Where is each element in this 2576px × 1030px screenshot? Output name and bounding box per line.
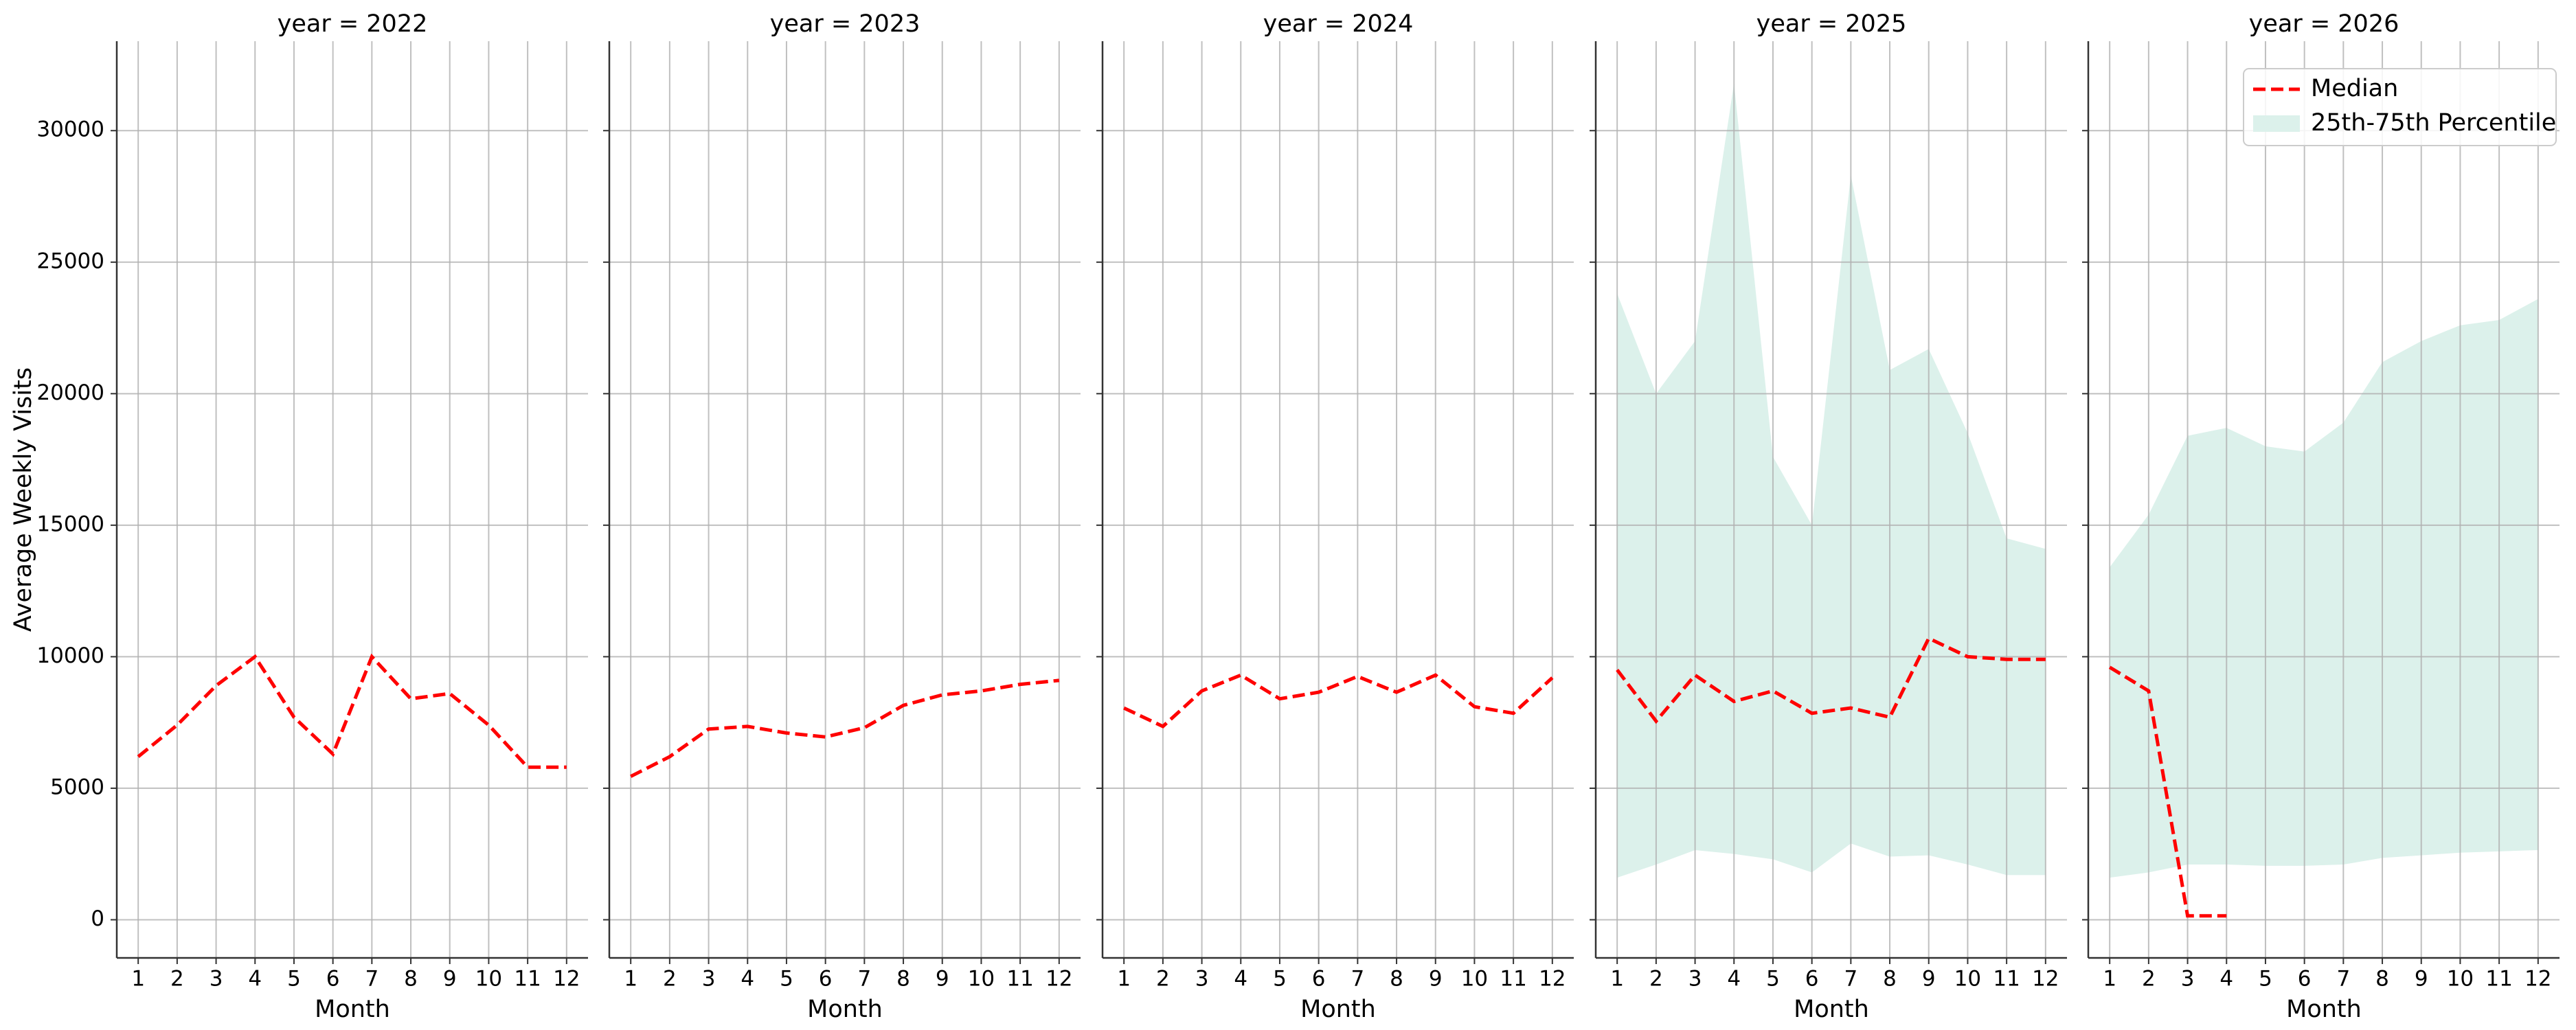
legend-label: Median: [2311, 75, 2398, 102]
y-tick-label: 15000: [36, 512, 104, 536]
median-line: [1123, 673, 1554, 729]
x-tick-label: 2: [663, 967, 677, 992]
x-tick-label: 1: [624, 967, 637, 992]
x-tick-label: 10: [475, 967, 502, 992]
facet-title: year = 2025: [1756, 10, 1907, 38]
x-tick-label: 3: [1195, 967, 1209, 992]
x-tick-label: 12: [553, 967, 580, 992]
x-tick-label: 5: [1273, 967, 1287, 992]
facet: year = 2022 0 5000 10000 15000 20000 25000 3000…: [10, 10, 588, 1023]
x-tick-label: 3: [210, 967, 223, 992]
x-tick-label: 4: [248, 967, 262, 992]
x-tick-label: 9: [1922, 967, 1936, 992]
x-tick-label: 10: [1954, 967, 1981, 992]
x-tick-label: 8: [1390, 967, 1403, 992]
legend: Median 25th-75th Percentile: [2243, 68, 2557, 146]
x-tick-label: 1: [1610, 967, 1624, 992]
x-tick-label: 5: [780, 967, 793, 992]
x-tick-label: 2: [170, 967, 184, 992]
x-tick-label: 4: [741, 967, 754, 992]
x-tick-label: 12: [1539, 967, 1566, 992]
legend-box: [2243, 68, 2557, 146]
y-tick-label: 10000: [36, 643, 104, 668]
x-tick-label: 7: [1351, 967, 1364, 992]
legend-swatch: [2253, 115, 2300, 132]
x-tick-label: 5: [287, 967, 301, 992]
x-tick-label: 7: [2336, 967, 2350, 992]
y-tick-label: 25000: [36, 249, 104, 273]
x-axis-label: Month: [315, 996, 390, 1023]
x-tick-label: 10: [968, 967, 995, 992]
x-tick-label: 7: [1844, 967, 1857, 992]
x-tick-label: 10: [1461, 967, 1488, 992]
y-tick-label: 0: [91, 906, 104, 931]
x-tick-label: 5: [2259, 967, 2272, 992]
x-tick-label: 3: [1688, 967, 1702, 992]
x-tick-label: 5: [1766, 967, 1780, 992]
x-tick-label: 7: [365, 967, 379, 992]
percentile-band: [1617, 83, 2046, 878]
median-line: [137, 653, 567, 769]
y-tick-label: 5000: [50, 775, 104, 799]
x-tick-label: 2: [2142, 967, 2156, 992]
x-tick-label: 4: [1234, 967, 1247, 992]
x-tick-label: 12: [2032, 967, 2059, 992]
x-tick-label: 6: [326, 967, 340, 992]
x-tick-label: 6: [2298, 967, 2312, 992]
x-tick-label: 6: [819, 967, 833, 992]
x-axis-label: Month: [1794, 996, 1869, 1023]
x-tick-label: 11: [1500, 967, 1526, 992]
y-axis-label: Average Weekly Visits: [10, 367, 37, 632]
x-tick-label: 9: [1429, 967, 1443, 992]
x-tick-label: 1: [1117, 967, 1131, 992]
x-tick-label: 11: [1006, 967, 1033, 992]
x-tick-label: 6: [1312, 967, 1326, 992]
x-axis-label: Month: [2286, 996, 2362, 1023]
x-tick-label: 2: [1156, 967, 1170, 992]
x-axis-label: Month: [807, 996, 883, 1023]
x-tick-label: 3: [702, 967, 716, 992]
x-tick-label: 11: [514, 967, 541, 992]
x-tick-label: 8: [1883, 967, 1897, 992]
x-tick-label: 10: [2447, 967, 2474, 992]
legend-label: 25th-75th Percentile: [2311, 109, 2556, 137]
x-tick-label: 12: [2524, 967, 2551, 992]
y-tick-label: 20000: [36, 380, 104, 405]
y-tick-label: 30000: [36, 117, 104, 142]
percentile-band: [2110, 299, 2538, 878]
x-axis-label: Month: [1300, 996, 1376, 1023]
median-line: [630, 678, 1060, 778]
x-tick-label: 8: [896, 967, 910, 992]
x-tick-label: 9: [2415, 967, 2428, 992]
x-tick-label: 2: [1649, 967, 1663, 992]
x-tick-label: 7: [857, 967, 871, 992]
facet-title: year = 2022: [278, 10, 428, 38]
facet-title: year = 2023: [770, 10, 920, 38]
x-tick-label: 9: [936, 967, 949, 992]
x-tick-label: 6: [1805, 967, 1819, 992]
x-tick-label: 3: [2181, 967, 2195, 992]
median-line: [1616, 636, 2046, 724]
x-tick-label: 1: [2103, 967, 2116, 992]
x-tick-label: 4: [1727, 967, 1741, 992]
x-tick-label: 12: [1046, 967, 1072, 992]
x-tick-label: 11: [1993, 967, 2020, 992]
x-tick-label: 9: [443, 967, 457, 992]
x-tick-label: 4: [2219, 967, 2233, 992]
x-tick-label: 8: [404, 967, 418, 992]
x-tick-label: 8: [2375, 967, 2389, 992]
x-tick-label: 1: [131, 967, 145, 992]
facet-title: year = 2026: [2249, 10, 2399, 38]
facet-title: year = 2024: [1263, 10, 1414, 38]
x-tick-label: 11: [2485, 967, 2512, 992]
median-line: [2108, 665, 2227, 918]
